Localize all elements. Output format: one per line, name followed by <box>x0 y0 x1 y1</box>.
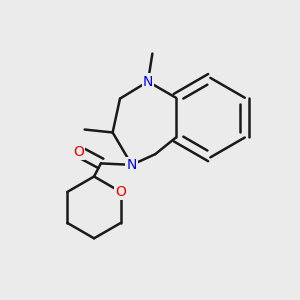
Text: N: N <box>127 158 137 172</box>
Text: O: O <box>73 145 84 159</box>
Text: N: N <box>143 74 153 88</box>
Text: O: O <box>116 185 126 199</box>
